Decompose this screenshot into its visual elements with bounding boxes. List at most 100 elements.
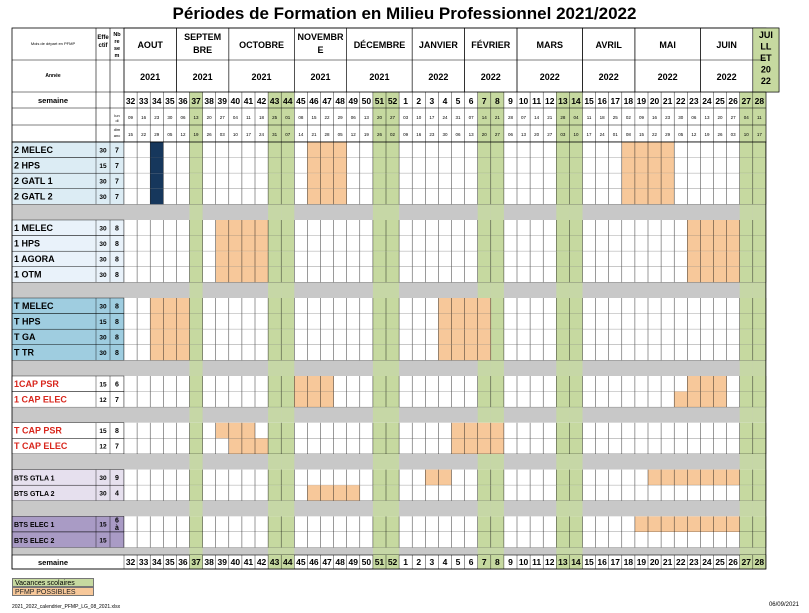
vacation-header-cell [268, 92, 282, 142]
vacation-cell [386, 266, 400, 283]
month-juillet-text: LL [760, 42, 771, 52]
monday-date: 16 [141, 115, 147, 120]
sunday-date: 12 [351, 132, 357, 137]
vacation-cell [490, 173, 504, 189]
monday-date: 04 [573, 115, 579, 120]
vacation-cell [569, 298, 583, 314]
pfmp-cell [320, 142, 334, 158]
week-number: 2 [416, 96, 421, 106]
vacation-cell [281, 157, 295, 174]
vacation-cell [386, 142, 400, 158]
vacation-header-cell [281, 92, 295, 142]
sunday-date: 10 [573, 132, 579, 137]
footer-week-number: 37 [191, 557, 201, 567]
sunday-date: 24 [600, 132, 606, 137]
vacation-cell [739, 220, 753, 236]
sunday-date: 05 [678, 132, 684, 137]
sunday-date: 23 [429, 132, 435, 137]
separator-vacation [268, 500, 282, 517]
vacation-cell [281, 469, 295, 486]
week-number: 3 [429, 96, 434, 106]
pfmp-cell [241, 266, 255, 283]
vacation-cell [268, 266, 282, 283]
pfmp-cell [438, 469, 452, 486]
vacation-cell [752, 157, 766, 174]
vacation-cell [477, 469, 491, 486]
vacation-cell [281, 516, 295, 532]
vacation-cell [386, 438, 400, 454]
week-number: 47 [322, 96, 332, 106]
sunday-date: 05 [167, 132, 173, 137]
vacation-cell [556, 173, 570, 189]
pfmp-cell [150, 344, 164, 361]
nb-semaines-value: 9 [115, 475, 119, 482]
week-number: 27 [742, 96, 752, 106]
vacation-cell [556, 251, 570, 267]
pfmp-cell [215, 266, 229, 283]
effectif-value: 15 [99, 428, 107, 435]
month-label: FÉVRIER [471, 40, 511, 50]
nb-semaines-value: à [115, 525, 119, 532]
vacation-cell [386, 235, 400, 252]
vacation-cell [556, 235, 570, 252]
separator-vacation [569, 407, 583, 423]
pfmp-cell [307, 173, 321, 189]
vacation-cell [386, 532, 400, 548]
monday-date: 17 [429, 115, 435, 120]
vacation-cell [386, 313, 400, 330]
vacation-cell [189, 329, 203, 345]
pfmp-cell [621, 142, 635, 158]
footer-week-number: 46 [309, 557, 319, 567]
sunday-date: 06 [508, 132, 514, 137]
vacation-cell [556, 516, 570, 532]
vacation-cell [569, 376, 583, 392]
pfmp-cell [477, 313, 491, 330]
vacation-cell [281, 220, 295, 236]
year-label: 2022 [658, 72, 678, 82]
vacation-cell [739, 532, 753, 548]
vacation-cell [281, 266, 295, 283]
vacation-cell [490, 157, 504, 174]
vacation-cell [281, 329, 295, 345]
vacation-cell [386, 391, 400, 408]
separator-vacation [372, 204, 386, 220]
vacation-cell [739, 313, 753, 330]
pfmp-cell [661, 516, 675, 532]
separator-vacation [569, 204, 583, 220]
vacation-cell [189, 376, 203, 392]
vacation-cell [556, 157, 570, 174]
pfmp-cell [700, 391, 714, 408]
week-number: 36 [178, 96, 188, 106]
footer-week-number: 10 [519, 557, 529, 567]
vacation-cell [739, 469, 753, 486]
nb-semaines-value: 8 [115, 225, 119, 232]
pfmp-cell [228, 438, 242, 454]
class-label: 1 OTM [14, 270, 42, 280]
vacation-footer-cell [268, 555, 282, 569]
semaine-header-label: semaine [38, 96, 68, 105]
sunday-date: 01 [613, 132, 619, 137]
week-number: 38 [204, 96, 214, 106]
monday-date: 21 [495, 115, 501, 120]
month-label: JUIN [716, 40, 737, 50]
vacation-cell [477, 516, 491, 532]
effectif-value: 30 [99, 241, 107, 248]
monday-date: 30 [678, 115, 684, 120]
vacation-footer-cell [189, 555, 203, 569]
pfmp-cell [307, 376, 321, 392]
pfmp-cell [451, 329, 465, 345]
separator-vacation [281, 360, 295, 376]
pfmp-cell [713, 391, 727, 408]
pfmp-cell [621, 157, 635, 174]
row-bg [124, 391, 766, 408]
vacation-cell [739, 298, 753, 314]
separator-vacation [477, 282, 491, 298]
vacation-cell [386, 329, 400, 345]
pfmp-cell [477, 422, 491, 439]
pfmp-cell [228, 235, 242, 252]
pfmp-cell [687, 251, 701, 267]
vacation-cell [752, 376, 766, 392]
month-label: NOVEMBR [297, 32, 344, 42]
vacation-cell [739, 422, 753, 439]
vacation-cell [189, 422, 203, 439]
